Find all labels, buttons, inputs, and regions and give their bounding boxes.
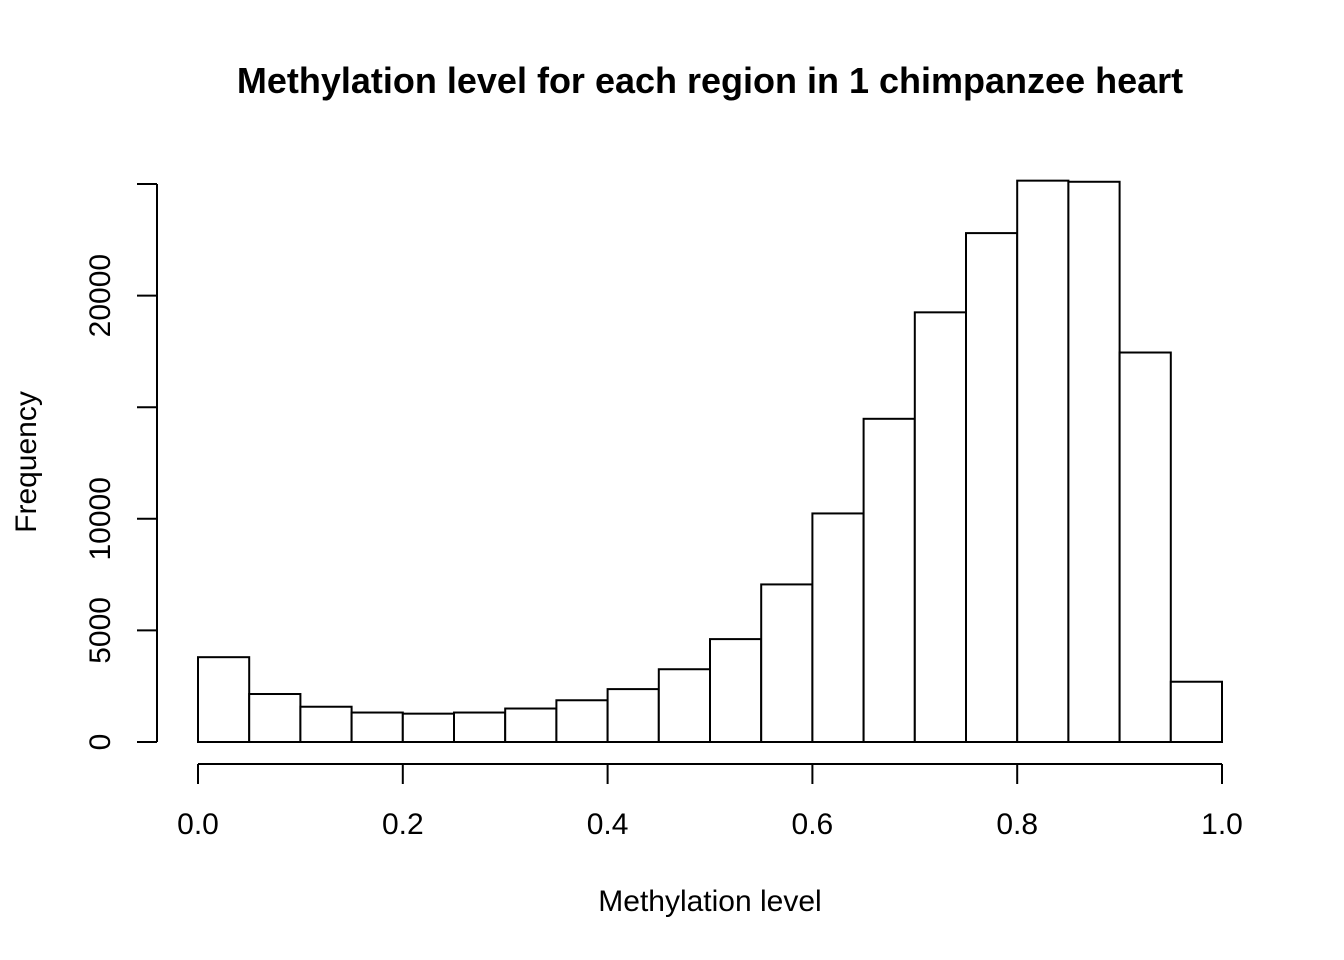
x-axis: 0.0 0.2 0.4 0.6 0.8 1.0 <box>177 763 1243 841</box>
histogram-bar <box>555 699 609 743</box>
y-tick-label: 10000 <box>84 477 117 560</box>
y-axis: 0 5000 10000 20000 <box>84 183 158 751</box>
histogram-bar <box>862 417 916 743</box>
histogram-bar <box>453 711 507 743</box>
histogram-bar <box>1016 179 1070 744</box>
x-tick-label: 0.8 <box>996 808 1038 841</box>
histogram-bar <box>1118 351 1172 743</box>
histogram-bar <box>248 693 302 744</box>
histogram-bar <box>299 705 353 743</box>
x-tick-label: 1.0 <box>1201 808 1243 841</box>
y-tick-label: 20000 <box>84 254 117 337</box>
y-tick-label: 5000 <box>84 597 117 664</box>
histogram-bar <box>811 512 865 743</box>
histogram-bar <box>197 656 251 744</box>
histogram-bar <box>1169 680 1224 744</box>
histogram-bar <box>657 668 711 744</box>
x-axis-title: Methylation level <box>598 885 821 918</box>
histogram-bar <box>350 711 404 743</box>
x-tick-label: 0.4 <box>587 808 629 841</box>
y-tick-label: 0 <box>84 734 117 751</box>
histogram-bar <box>913 311 967 743</box>
histogram-bar <box>401 712 455 744</box>
histogram-bar <box>760 583 814 743</box>
x-tick-label: 0.2 <box>382 808 424 841</box>
histogram-bar <box>709 638 763 743</box>
y-axis-title: Frequency <box>10 391 43 533</box>
histogram-bar <box>504 707 558 744</box>
x-tick-label: 0.0 <box>177 808 219 841</box>
bars-group <box>197 179 1224 744</box>
x-tick-label: 0.6 <box>792 808 834 841</box>
histogram-bar <box>965 232 1019 743</box>
histogram-bar <box>606 688 660 744</box>
histogram-bar <box>1067 180 1121 743</box>
chart-title: Methylation level for each region in 1 c… <box>237 60 1183 101</box>
